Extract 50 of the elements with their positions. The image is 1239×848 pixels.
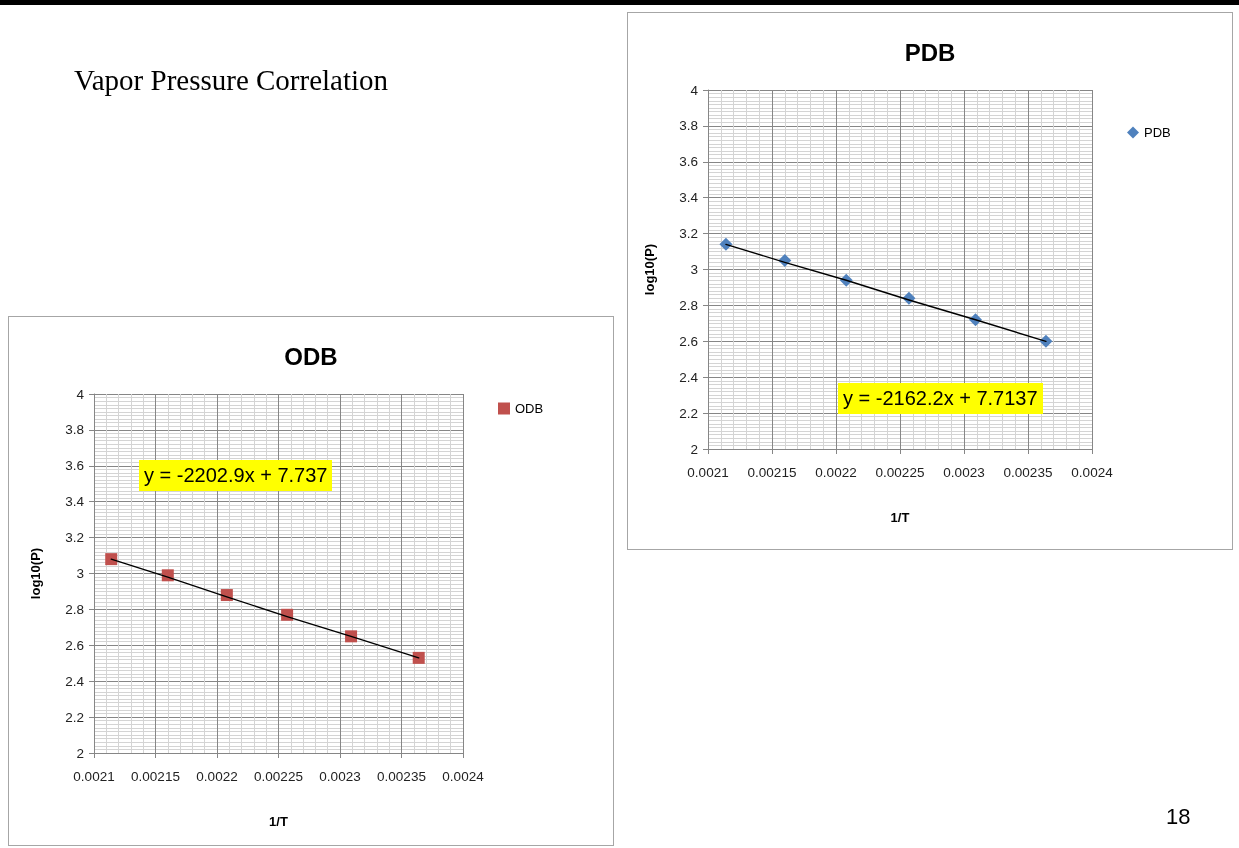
y-tick-label: 3.8 — [65, 422, 84, 438]
x-tick-label: 0.00235 — [1003, 464, 1053, 480]
x-tick-label: 0.0023 — [319, 768, 361, 784]
y-tick-label: 2.8 — [679, 297, 698, 313]
x-tick-label: 0.00225 — [875, 464, 925, 480]
legend-label: ODB — [515, 401, 544, 416]
y-tick-label: 2.6 — [679, 333, 698, 349]
y-tick-label: 2.4 — [679, 369, 699, 385]
y-tick-label: 3.4 — [679, 190, 699, 206]
x-tick-label: 0.00235 — [377, 768, 426, 784]
y-tick-label: 2.6 — [65, 637, 84, 653]
x-axis-title: 1/T — [269, 814, 288, 829]
y-tick-label: 4 — [76, 386, 85, 402]
y-tick-label: 3.2 — [65, 530, 84, 546]
chart-title: PDB — [904, 38, 956, 66]
x-axis-title: 1/T — [890, 510, 910, 525]
y-axis-title: log10(P) — [642, 243, 657, 296]
text: 18 — [1166, 804, 1191, 830]
x-tick-label: 0.0022 — [196, 768, 238, 784]
y-axis-title: log10(P) — [28, 547, 43, 600]
y-tick-label: 3.4 — [65, 494, 85, 510]
x-tick-label: 0.0024 — [1071, 464, 1114, 480]
annotation: y = -2162.2x + 7.7137 — [838, 383, 1043, 414]
y-tick-label: 3.6 — [65, 458, 84, 474]
x-tick-label: 0.00215 — [131, 768, 180, 784]
y-tick-label: 3 — [690, 262, 698, 277]
y-tick-label: 3 — [76, 566, 84, 581]
text: Vapor Pressure Correlation — [74, 64, 389, 97]
y-tick-label: 3.8 — [679, 118, 698, 134]
x-tick-label: 0.00225 — [254, 768, 303, 784]
y-tick-label: 4 — [690, 82, 699, 98]
y-tick-label: 2 — [690, 441, 698, 457]
y-tick-label: 2.8 — [65, 601, 84, 617]
legend-label: PDB — [1144, 125, 1171, 140]
x-tick-label: 0.0022 — [815, 464, 857, 480]
annotation: y = -2202.9x + 7.737 — [139, 460, 333, 491]
y-tick-label: 2 — [76, 745, 84, 761]
y-tick-label: 2.2 — [65, 709, 84, 725]
point — [412, 651, 425, 664]
x-tick-label: 0.00215 — [747, 464, 797, 480]
point — [105, 553, 118, 566]
y-tick-label: 2.4 — [65, 673, 85, 689]
chart-title: ODB — [284, 342, 338, 370]
x-tick-label: 0.0023 — [943, 464, 985, 480]
y-tick-label: 3.6 — [679, 154, 698, 170]
x-tick-label: 0.0024 — [442, 768, 485, 784]
x-tick-label: 0.0021 — [73, 768, 115, 784]
y-tick-label: 2.2 — [679, 405, 698, 421]
x-tick-label: 0.0021 — [687, 464, 729, 480]
y-tick-label: 3.2 — [679, 226, 698, 242]
